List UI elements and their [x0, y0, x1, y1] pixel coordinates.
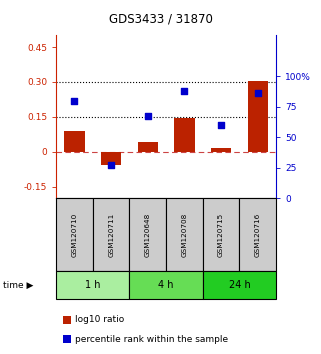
Point	[255, 90, 260, 96]
Bar	[203, 198, 239, 271]
Point	[145, 114, 150, 119]
Bar	[211, 148, 231, 152]
Text: 24 h: 24 h	[229, 280, 250, 290]
Bar	[248, 81, 268, 152]
Text: time ▶: time ▶	[3, 280, 34, 290]
Bar	[129, 198, 166, 271]
Text: GSM120708: GSM120708	[181, 212, 187, 257]
Bar	[93, 198, 129, 271]
Text: GSM120648: GSM120648	[145, 212, 151, 257]
Text: 1 h: 1 h	[85, 280, 100, 290]
Bar	[239, 198, 276, 271]
Text: percentile rank within the sample: percentile rank within the sample	[75, 335, 229, 344]
Text: GSM120710: GSM120710	[72, 212, 77, 257]
Bar	[129, 271, 203, 299]
Point	[72, 98, 77, 103]
Bar	[138, 142, 158, 152]
Point	[108, 162, 114, 168]
Text: GDS3433 / 31870: GDS3433 / 31870	[108, 12, 213, 25]
Bar	[174, 118, 195, 152]
Text: 4 h: 4 h	[158, 280, 174, 290]
Text: log10 ratio: log10 ratio	[75, 315, 125, 324]
Bar	[56, 271, 129, 299]
Bar	[56, 198, 93, 271]
Text: GSM120715: GSM120715	[218, 212, 224, 257]
Text: GSM120711: GSM120711	[108, 212, 114, 257]
Bar	[203, 271, 276, 299]
Bar	[65, 131, 84, 152]
Bar	[166, 198, 203, 271]
Bar	[101, 152, 121, 165]
Point	[182, 88, 187, 93]
Point	[219, 122, 224, 128]
Text: GSM120716: GSM120716	[255, 212, 261, 257]
